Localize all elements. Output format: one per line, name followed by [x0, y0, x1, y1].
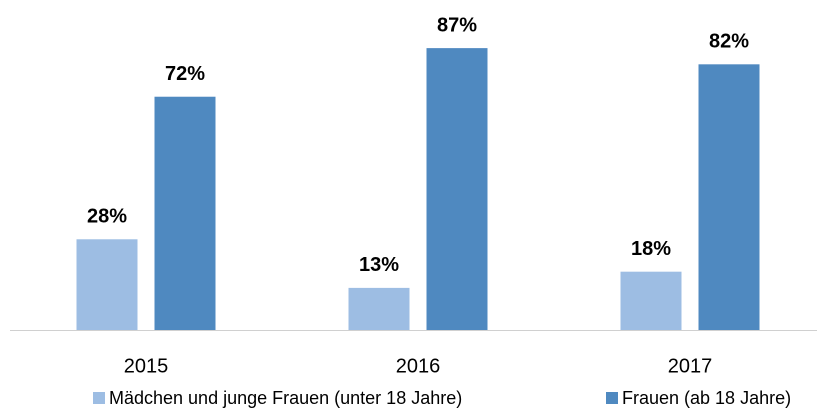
bar [76, 239, 138, 330]
data-label: 72% [165, 63, 205, 85]
bar [154, 96, 216, 330]
data-label: 87% [437, 14, 477, 36]
bar [620, 271, 682, 330]
bar [348, 287, 410, 330]
x-tick-label: 2017 [668, 355, 713, 377]
data-label: 13% [359, 254, 399, 276]
legend-label: Frauen (ab 18 Jahre) [622, 388, 791, 408]
legend-swatch [93, 392, 105, 404]
data-label: 82% [709, 31, 749, 53]
bar [426, 48, 488, 331]
legend-label: Mädchen und junge Frauen (unter 18 Jahre… [109, 388, 462, 408]
bar [698, 64, 760, 330]
data-label: 28% [87, 206, 127, 228]
x-tick-label: 2015 [124, 355, 169, 377]
x-tick-label: 2016 [396, 355, 441, 377]
legend-swatch [606, 392, 618, 404]
data-label: 18% [631, 238, 671, 260]
